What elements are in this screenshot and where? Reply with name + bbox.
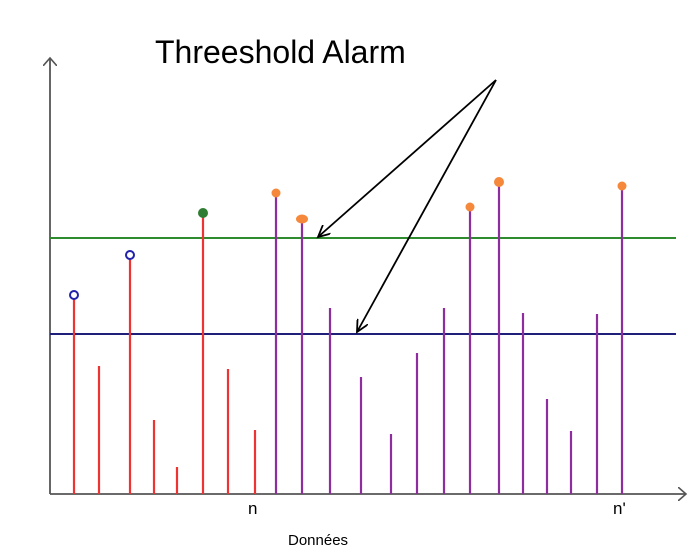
x-axis-label: Données bbox=[288, 532, 348, 549]
orange-dot-marker bbox=[271, 188, 281, 198]
orange-dot-marker bbox=[465, 202, 475, 212]
orange-dot-marker bbox=[494, 177, 504, 187]
tick-label-n: n bbox=[248, 499, 257, 518]
open-circle-marker bbox=[125, 250, 135, 260]
diagram-title: Threeshold Alarm bbox=[155, 34, 406, 70]
arrow-to-high-threshold bbox=[318, 79, 497, 237]
orange-dot-marker bbox=[617, 181, 627, 191]
open-circle-marker bbox=[69, 290, 79, 300]
stems-after-n bbox=[274, 185, 624, 494]
stems-before-n bbox=[72, 215, 257, 494]
arrow-to-low-threshold bbox=[357, 79, 497, 332]
orange-dot-marker bbox=[296, 214, 308, 224]
green-dot-marker bbox=[198, 208, 208, 218]
tick-label-n-prime: n' bbox=[613, 499, 626, 518]
